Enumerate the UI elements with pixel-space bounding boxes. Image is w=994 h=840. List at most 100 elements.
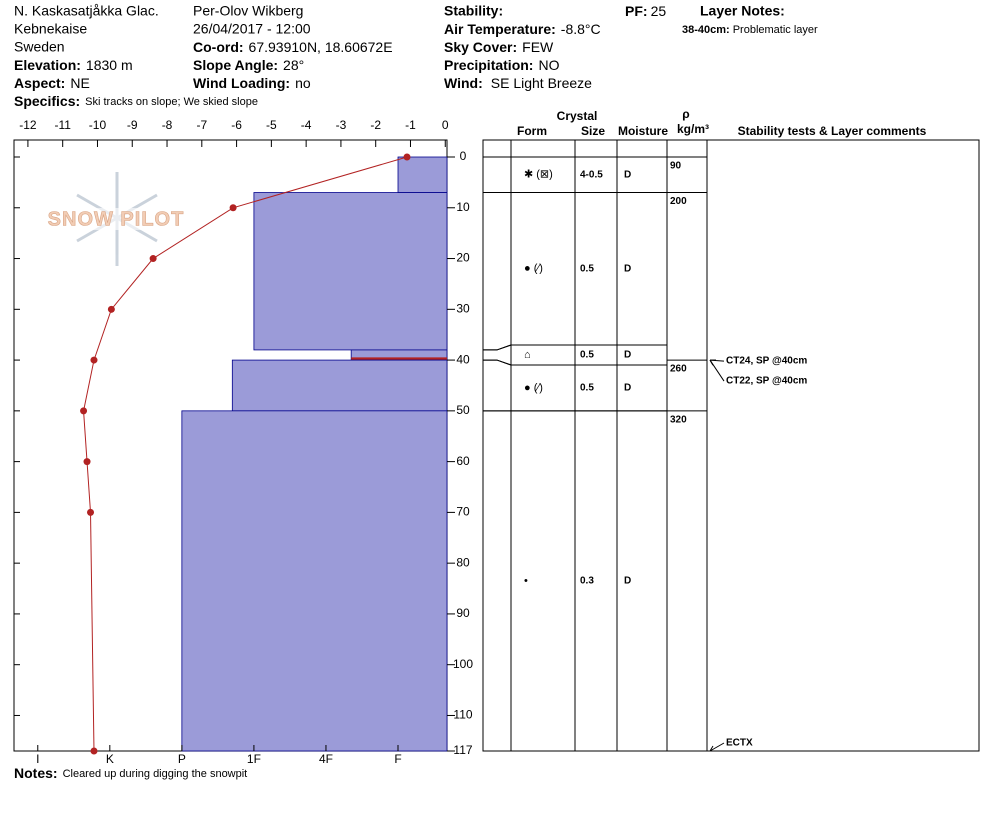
col-rho: ρ bbox=[682, 107, 689, 121]
observer: Per-Olov Wikberg bbox=[193, 3, 303, 19]
density-value: 260 bbox=[670, 364, 687, 375]
label: Aspect: bbox=[14, 75, 65, 91]
value: 1830 m bbox=[86, 57, 133, 73]
moisture: D bbox=[624, 576, 631, 587]
layer-connector bbox=[483, 344, 512, 351]
crystal-form: ✱ (⊠) bbox=[524, 169, 553, 181]
temperature-point bbox=[83, 458, 91, 466]
temperature-point bbox=[90, 356, 98, 364]
label: Air Temperature: bbox=[444, 21, 556, 37]
label: Slope Angle: bbox=[193, 57, 278, 73]
density-value: 90 bbox=[670, 161, 682, 172]
datetime: 26/04/2017 - 12:00 bbox=[193, 21, 311, 37]
layer-notes-title: Layer Notes: bbox=[700, 3, 785, 19]
crystal-form: ● (⁄) bbox=[524, 382, 543, 394]
sky: Sky Cover: FEW bbox=[444, 39, 554, 55]
moisture: D bbox=[624, 350, 631, 361]
value: no bbox=[295, 75, 311, 91]
value: Ski tracks on slope; We skied slope bbox=[85, 96, 258, 108]
value: SE Light Breeze bbox=[491, 75, 592, 91]
wind: Wind: SE Light Breeze bbox=[444, 75, 592, 91]
crystal-size: 0.5 bbox=[580, 383, 594, 394]
x-tick-label: -10 bbox=[89, 118, 107, 132]
x-tick-label: -3 bbox=[336, 118, 347, 132]
y-tick-label: 20 bbox=[456, 251, 470, 265]
label: PF: bbox=[625, 3, 648, 19]
density-value: 200 bbox=[670, 196, 687, 207]
label: Precipitation: bbox=[444, 57, 533, 73]
temperature-point bbox=[403, 153, 411, 161]
test-arrow bbox=[709, 742, 725, 752]
temperature-point bbox=[87, 508, 95, 516]
layer-note: 38-40cm: Problematic layer bbox=[682, 24, 818, 36]
temperature-point bbox=[107, 305, 115, 313]
x-tick-label: 0 bbox=[442, 118, 449, 132]
hardness-tick-label: 4F bbox=[319, 752, 333, 766]
y-tick-label: 60 bbox=[456, 454, 470, 468]
hardness-bar bbox=[231, 359, 448, 412]
x-tick-label: -4 bbox=[301, 118, 312, 132]
y-tick-label: 90 bbox=[456, 606, 470, 620]
y-tick-label: 40 bbox=[456, 352, 470, 366]
temperature-point bbox=[90, 747, 98, 755]
label: Wind Loading: bbox=[193, 75, 290, 91]
y-tick-label: 0 bbox=[460, 149, 467, 163]
y-tick-label: 50 bbox=[456, 403, 470, 417]
stability: Stability: bbox=[444, 3, 503, 19]
col-crystal: Crystal bbox=[557, 109, 598, 123]
precip: Precipitation: NO bbox=[444, 57, 560, 73]
moisture: D bbox=[624, 263, 631, 274]
hardness-bar bbox=[253, 192, 448, 351]
moisture: D bbox=[624, 169, 631, 180]
specifics: Specifics: Ski tracks on slope; We skied … bbox=[14, 93, 258, 109]
coord: Co-ord: 67.93910N, 18.60672E bbox=[193, 39, 393, 55]
layer-connector bbox=[483, 344, 512, 351]
col-comments: Stability tests & Layer comments bbox=[738, 124, 927, 138]
x-tick-label: -5 bbox=[266, 118, 277, 132]
elevation: Elevation: 1830 m bbox=[14, 57, 133, 73]
x-tick-label: -9 bbox=[127, 118, 138, 132]
hardness-tick-label: P bbox=[178, 752, 186, 766]
col-moisture: Moisture bbox=[618, 124, 668, 138]
y-tick-label: 80 bbox=[456, 555, 470, 569]
y-tick-label: 110 bbox=[453, 708, 472, 722]
label: Notes: bbox=[14, 765, 58, 781]
test-arrow bbox=[709, 359, 725, 382]
y-tick-label: 117 bbox=[453, 743, 472, 757]
moisture: D bbox=[624, 383, 631, 394]
logo-text: SNOW PILOT bbox=[48, 208, 185, 230]
hardness-bar bbox=[181, 410, 448, 752]
value: 28° bbox=[283, 57, 304, 73]
col-density-unit: kg/m³ bbox=[677, 122, 709, 136]
temperature-point bbox=[80, 407, 88, 415]
pf: PF: 25 bbox=[625, 3, 666, 19]
crystal-size: 0.5 bbox=[580, 350, 594, 361]
density-value: 320 bbox=[670, 414, 687, 425]
aspect: Aspect: NE bbox=[14, 75, 90, 91]
y-tick-label: 10 bbox=[456, 200, 470, 214]
country: Sweden bbox=[14, 39, 65, 55]
label: Elevation: bbox=[14, 57, 81, 73]
table-columns bbox=[510, 140, 708, 751]
slope: Slope Angle: 28° bbox=[193, 57, 304, 73]
value: Problematic layer bbox=[733, 24, 818, 36]
layer-connector bbox=[483, 359, 512, 366]
notes: Notes: Cleared up during digging the snow… bbox=[14, 765, 247, 781]
value: 25 bbox=[651, 3, 667, 19]
label: 38-40cm: bbox=[682, 24, 730, 36]
x-tick-label: -8 bbox=[162, 118, 173, 132]
wind-loading: Wind Loading: no bbox=[193, 75, 311, 91]
label: Co-ord: bbox=[193, 39, 244, 55]
air-temp: Air Temperature: -8.8°C bbox=[444, 21, 601, 37]
y-tick-label: 30 bbox=[456, 301, 470, 315]
hardness-tick-label: F bbox=[394, 752, 401, 766]
value: NE bbox=[70, 75, 89, 91]
value: Cleared up during digging the snowpit bbox=[63, 768, 248, 780]
crystal-form: • bbox=[524, 575, 528, 587]
value: NO bbox=[538, 57, 559, 73]
test-label: ECTX bbox=[726, 738, 753, 749]
hardness-tick-label: I bbox=[36, 752, 39, 766]
x-tick-label: -7 bbox=[196, 118, 207, 132]
site: N. Kaskasatjåkka Glac. bbox=[14, 3, 159, 19]
